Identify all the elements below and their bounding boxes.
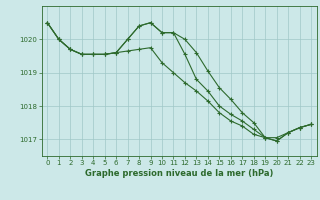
X-axis label: Graphe pression niveau de la mer (hPa): Graphe pression niveau de la mer (hPa): [85, 169, 273, 178]
